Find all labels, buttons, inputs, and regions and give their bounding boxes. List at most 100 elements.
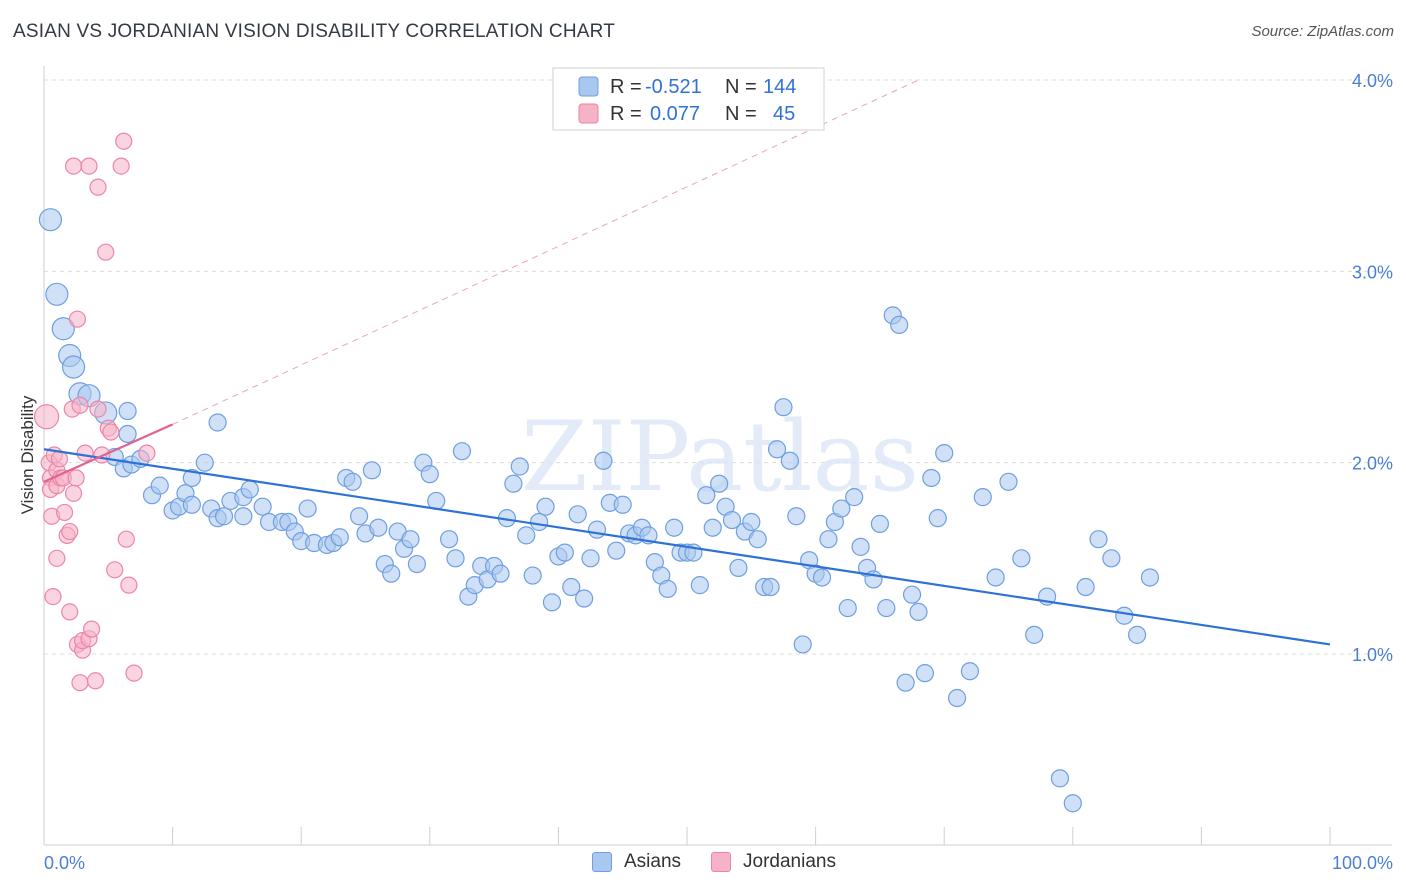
asian-point <box>793 635 812 654</box>
asian-point <box>767 440 787 459</box>
asian-point <box>150 476 169 495</box>
asian-point <box>234 507 253 526</box>
asian-point <box>38 208 63 232</box>
asian-point <box>613 495 632 514</box>
asian-point <box>748 530 767 549</box>
asian-point <box>909 602 928 622</box>
asian-point <box>517 526 536 545</box>
asian-point <box>562 577 581 597</box>
trend-lines <box>43 79 1331 646</box>
asian-point <box>851 537 870 556</box>
asian-point <box>51 317 75 341</box>
asian-point <box>182 495 201 514</box>
legend-swatch-jordanians <box>711 852 732 872</box>
asian-point <box>195 453 214 472</box>
jordanian-point <box>82 620 101 638</box>
legend-swatch-asians <box>578 76 599 97</box>
asian-point <box>1115 606 1134 625</box>
axes <box>43 66 1392 846</box>
jordanian-point <box>102 423 120 441</box>
legend-n-label-1: N = <box>725 76 757 98</box>
asian-point <box>812 568 832 587</box>
asian-point <box>928 509 947 528</box>
asian-point <box>330 528 349 547</box>
asian-point <box>902 585 922 604</box>
asian-point <box>240 480 259 499</box>
jordanian-point <box>120 576 138 594</box>
legend-swatch-jordanians <box>578 103 599 124</box>
asian-point <box>1102 549 1121 568</box>
asian-point <box>542 593 562 612</box>
asian-point <box>298 499 317 518</box>
asian-point <box>45 282 69 306</box>
asian-point <box>960 662 980 681</box>
legend-n-value-2: 45 <box>773 103 795 125</box>
legend-r-value-1: -0.521 <box>645 76 702 98</box>
asian-point <box>594 451 613 470</box>
asian-point <box>832 499 851 518</box>
jordanian-point <box>44 587 62 606</box>
asian-point <box>349 507 369 526</box>
jordanian-point <box>67 469 85 487</box>
jordanian-point <box>86 672 105 690</box>
asian-point <box>935 444 954 463</box>
asian-point <box>780 451 799 470</box>
jordanian-point <box>48 549 66 567</box>
asian-point <box>729 558 748 578</box>
asian-point <box>896 673 915 692</box>
asian-point <box>915 664 935 683</box>
legend-label-jordanians: Jordanians <box>743 851 836 872</box>
asian-point <box>362 461 382 480</box>
asian-point <box>1025 625 1044 644</box>
asian-point <box>118 424 137 444</box>
asian-point <box>665 518 684 537</box>
y-tick-label-1: 2.0% <box>1352 454 1393 474</box>
asian-point <box>922 468 941 488</box>
asian-point <box>343 472 362 491</box>
asian-point <box>877 598 896 618</box>
top-legend: R = -0.521 N = 144 R = 0.077 N = 45 <box>552 67 825 131</box>
jordanian-point <box>76 444 94 462</box>
legend-item-jordanians: Jordanians <box>711 851 836 873</box>
asian-point <box>446 549 465 568</box>
jordanian-point <box>64 484 83 502</box>
asian-point <box>568 505 587 524</box>
asian-point <box>208 413 227 432</box>
legend-swatch-asians <box>592 852 612 872</box>
jordanian-point <box>97 243 115 261</box>
asian-point <box>1063 794 1082 813</box>
asian-point <box>845 488 864 507</box>
legend-r-label-1: R = <box>610 76 642 98</box>
y-tick-label-2: 3.0% <box>1352 262 1393 282</box>
asian-point <box>710 474 729 493</box>
asian-point <box>182 468 201 488</box>
jordanian-point <box>68 310 87 328</box>
asian-point <box>1127 625 1147 644</box>
jordanian-point <box>55 503 74 522</box>
asian-point <box>214 507 234 526</box>
asian-point <box>491 564 510 583</box>
asian-point <box>587 520 607 539</box>
asian-point <box>838 598 857 618</box>
tick-labels: 1.0% 2.0% 3.0% 4.0% 0.0% 100.0% <box>44 71 1393 873</box>
asian-point <box>1089 530 1108 549</box>
jordanian-point <box>71 396 89 414</box>
legend-label-asians: Asians <box>624 851 682 872</box>
jordanian-trend-extension <box>172 79 919 425</box>
jordanian-point <box>89 400 107 418</box>
asian-point <box>1076 577 1095 597</box>
asian-trend-line <box>43 448 1331 646</box>
asian-point <box>536 497 555 516</box>
jordanian-point <box>115 132 133 150</box>
asian-point <box>947 688 967 708</box>
legend-r-value-2: 0.077 <box>650 103 700 125</box>
jordanian-point <box>125 664 143 682</box>
asian-point <box>420 465 439 484</box>
jordanian-point <box>117 530 135 548</box>
y-tick-label-0: 1.0% <box>1352 645 1393 665</box>
bottom-legend: Asians Jordanians <box>592 851 866 873</box>
legend-n-label-2: N = <box>725 103 757 125</box>
asian-point <box>530 512 549 532</box>
jordanian-point <box>64 157 83 175</box>
chart-title: ASIAN VS JORDANIAN VISION DISABILITY COR… <box>13 21 616 42</box>
